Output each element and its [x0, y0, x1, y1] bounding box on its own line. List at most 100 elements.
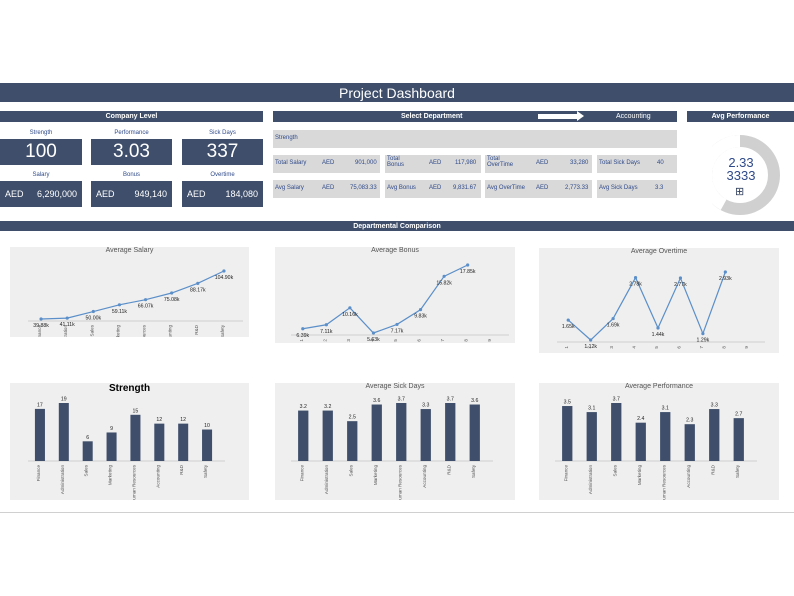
data-label: 3.2: [300, 404, 307, 410]
total-bonus-cell: Total Bonus AED 117,980: [385, 155, 481, 173]
total-overtime-value: 33,280: [570, 160, 589, 166]
x-tick-label: Marketing: [108, 465, 113, 486]
bar: [635, 422, 646, 461]
data-point: [39, 317, 43, 321]
total-bonus-value: 117,980: [455, 160, 477, 166]
bar: [445, 403, 456, 461]
avg-sick-days-label: Avg Sick Days: [599, 185, 638, 191]
chart-title: Average Salary: [105, 247, 154, 254]
x-tick-label: Finance: [36, 465, 41, 482]
total-overtime-cell: Total OverTime AED 33,280: [485, 155, 592, 173]
data-label: 3.6: [373, 398, 380, 404]
x-tick-label: Safety: [471, 464, 476, 478]
series-line: [302, 264, 468, 334]
data-label: 19: [61, 397, 67, 403]
overtime-currency: AED: [187, 189, 206, 199]
series-line: [41, 270, 225, 320]
x-tick-label: 8: [721, 346, 726, 349]
data-label: 2.78k: [629, 282, 642, 288]
x-tick-label: 2: [322, 339, 327, 342]
data-label: 7.17k: [391, 328, 404, 334]
average-salary-chart: Finance Administration Sales Marketing Human…: [10, 247, 249, 337]
data-point: [395, 322, 399, 327]
data-point: [117, 303, 122, 307]
data-label: 3.7: [613, 397, 620, 403]
x-tick-label: R&D: [179, 464, 184, 474]
data-point: [466, 263, 470, 267]
data-point: [196, 281, 200, 285]
move-icon[interactable]: ⊞: [735, 186, 745, 198]
data-label: 3.6: [471, 398, 478, 404]
data-label: 59.11k: [112, 309, 128, 315]
total-bonus-label: Total Bonus: [387, 156, 405, 168]
x-tick-label: Finance: [299, 465, 304, 482]
bar: [322, 410, 333, 461]
department-dropdown[interactable]: Accounting: [616, 113, 651, 120]
data-label: 1.44k: [652, 332, 665, 338]
avg-bonus-cell: Avg Bonus AED 9,831.67: [385, 180, 481, 198]
data-label: 3.1: [662, 406, 669, 412]
avg-overtime-value: 2,773.33: [565, 185, 589, 191]
salary-currency: AED: [5, 189, 24, 199]
strength-chart: Finance Administration Sales Marketing Human…: [10, 383, 249, 500]
avg-salary-label: Avg Salary: [275, 185, 304, 191]
chart-title: Strength: [108, 383, 151, 394]
x-tick-label: 6: [676, 346, 681, 349]
data-point: [589, 338, 593, 342]
data-point: [65, 316, 69, 320]
bar: [58, 403, 69, 461]
data-label: 2.77k: [674, 282, 687, 288]
x-tick-label: Administration: [588, 465, 593, 495]
data-point: [170, 291, 174, 295]
x-tick-label: Sales: [84, 464, 89, 476]
bar: [684, 424, 695, 461]
chart-title: Average Sick Days: [365, 383, 425, 390]
total-salary-cell: Total Salary AED 901,000: [273, 155, 380, 173]
avg-salary-value: 75,083.33: [350, 185, 377, 191]
total-salary-label: Total Salary: [275, 160, 307, 166]
data-label: 10: [204, 423, 210, 429]
avg-sick-days-value: 3.3: [655, 185, 664, 191]
data-label: 2.5: [349, 415, 356, 421]
bar: [420, 409, 431, 461]
data-label: 104.90k: [215, 275, 234, 281]
x-tick-label: Accounting: [155, 465, 160, 488]
bar: [660, 412, 671, 461]
sick-days-label: Sick Days: [209, 130, 236, 136]
chart-title: Average Overtime: [630, 248, 688, 255]
series-line: [567, 271, 726, 341]
chart-plot: Finance Administration Sales Marketing Human…: [555, 397, 757, 500]
data-point: [91, 309, 95, 314]
bonus-label: Bonus: [122, 172, 140, 178]
x-tick-label: Administration: [63, 325, 68, 337]
avg-bonus-value: 9,831.67: [453, 185, 477, 191]
bar: [106, 432, 117, 461]
chart-plot: Finance Administration Sales Marketing Human…: [28, 269, 243, 337]
data-point: [633, 276, 638, 280]
bar: [130, 414, 141, 461]
bonus-value: 949,140: [134, 189, 167, 199]
data-point: [611, 316, 615, 321]
data-label: 9.83k: [414, 314, 427, 320]
chart-plot: Finance Administration Sales Marketing Human…: [28, 397, 225, 500]
bar: [562, 406, 573, 461]
data-point: [222, 269, 226, 273]
x-tick-label: 6: [417, 339, 422, 342]
total-sick-days-label: Total Sick Days: [599, 160, 641, 166]
x-tick-label: Safety: [220, 324, 225, 337]
x-tick-label: Accounting: [686, 465, 691, 488]
x-tick-label: R&D: [446, 464, 451, 474]
total-overtime-currency: AED: [536, 160, 549, 166]
x-tick-label: Human Resources: [142, 324, 147, 337]
total-overtime-label: Total OverTime: [487, 156, 514, 168]
arrow-right-icon: [538, 111, 584, 121]
chart-title: Average Performance: [625, 383, 693, 390]
data-point: [566, 318, 570, 322]
data-label: 17: [37, 402, 43, 408]
x-tick-label: Sales: [612, 464, 617, 476]
x-tick-label: Accounting: [168, 325, 173, 337]
select-department-header[interactable]: Select Department Accounting: [273, 111, 677, 122]
data-label: 1.69k: [607, 323, 620, 329]
total-sick-days-cell: Total Sick Days 40: [597, 155, 677, 173]
data-label: 1.12k: [584, 344, 597, 350]
